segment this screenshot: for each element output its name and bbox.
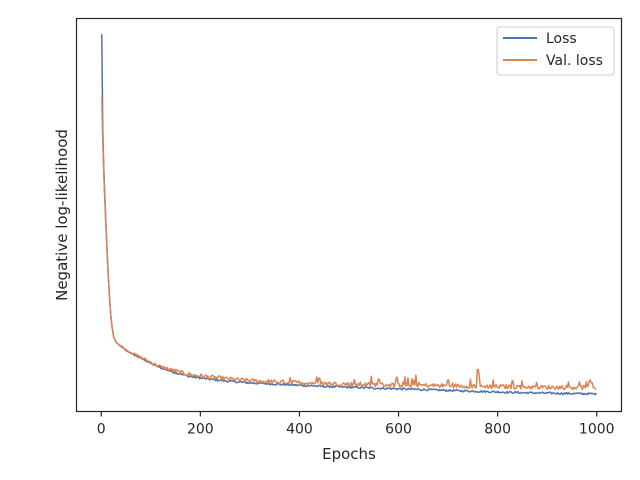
series-layer: [101, 34, 597, 396]
x-tick-label: 200: [187, 422, 214, 438]
legend-label-val-loss: Val. loss: [546, 53, 603, 69]
x-tick-label: 1000: [579, 422, 615, 438]
legend: Loss Val. loss: [496, 26, 615, 76]
x-tick-label: 400: [286, 422, 313, 438]
y-axis-label: Negative log-likelihood: [53, 129, 71, 301]
x-tick-label: 600: [385, 422, 412, 438]
x-tick-label: 800: [484, 422, 511, 438]
plot-area: [101, 34, 597, 396]
series-line-val-loss: [101, 97, 597, 391]
x-axis-label: Epochs: [322, 445, 376, 463]
series-line-loss: [101, 34, 597, 396]
x-tick-label: 0: [97, 422, 106, 438]
x-axis-ticks: 0 200 400 600 800 1000: [97, 411, 615, 438]
legend-label-loss: Loss: [546, 31, 577, 47]
axes-frame: [75, 17, 623, 413]
